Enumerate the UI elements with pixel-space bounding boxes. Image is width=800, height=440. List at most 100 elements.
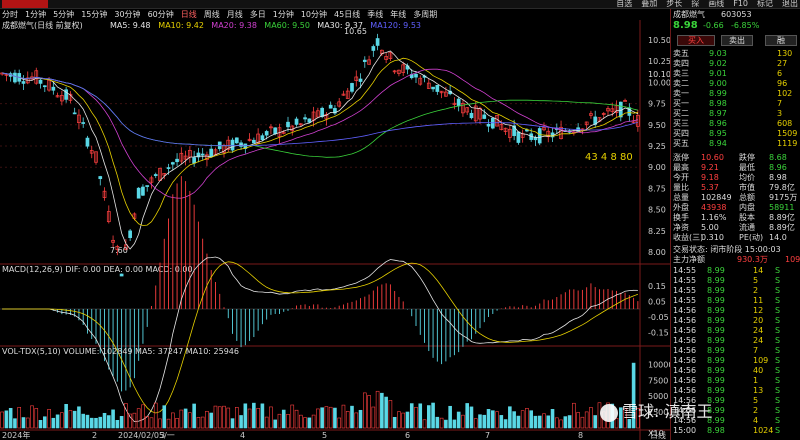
volume-bar <box>550 409 555 429</box>
candle-body <box>132 213 137 219</box>
top-menu-item[interactable]: 叠加 <box>641 0 658 8</box>
candle-body <box>247 138 252 142</box>
volume-bar <box>188 412 192 429</box>
volume-bar <box>89 417 94 429</box>
top-menu-item[interactable]: 自选 <box>616 0 633 8</box>
volume-bar <box>563 416 568 429</box>
period-tab[interactable]: 季线 <box>367 10 384 19</box>
stat-value: 9.21 <box>701 163 719 172</box>
kline-chart[interactable]: 成都燃气(日线 前复权) MA5: 9.48 MA10: 9.42 MA20: 9.3… <box>0 20 670 440</box>
volume-bar <box>38 420 43 429</box>
candle-body <box>456 98 461 107</box>
top-menu-item[interactable]: 退出 <box>782 0 798 8</box>
period-tab[interactable]: 1分钟 <box>272 10 294 19</box>
tick-price: 8.99 <box>707 356 725 365</box>
bid-volume: 1119 <box>777 139 798 148</box>
volume-bar <box>401 412 405 429</box>
volume-bar <box>444 419 448 429</box>
candle-body <box>444 91 448 97</box>
volume-bar <box>85 414 90 429</box>
period-tab[interactable]: 多周期 <box>413 10 438 19</box>
vol-tick-label: 5000 <box>648 392 668 401</box>
bid-price: 8.97 <box>709 109 727 118</box>
volume-bar <box>619 407 623 429</box>
candle-body <box>316 110 320 118</box>
period-tab[interactable]: 日线 <box>180 10 197 19</box>
candle-body <box>85 137 90 147</box>
period-tab[interactable]: 年线 <box>390 10 407 19</box>
candle-body <box>124 244 128 250</box>
macd-tick-label: -0.05 <box>648 313 669 322</box>
trade-button[interactable]: 卖出 <box>721 35 753 46</box>
candle-body <box>341 93 346 96</box>
candle-body <box>192 157 196 164</box>
bid-row: 买五 8.94 1119 <box>673 139 800 149</box>
volume-bar <box>230 418 235 429</box>
tick-time: 15:00 <box>673 426 697 435</box>
volume-bar <box>192 403 196 429</box>
period-tab[interactable]: 月线 <box>226 10 243 19</box>
candle-body <box>473 105 478 122</box>
tick-side: S <box>775 406 781 415</box>
period-tab[interactable]: 周线 <box>203 10 220 19</box>
candle-body <box>465 107 470 113</box>
bid-price: 8.98 <box>709 99 727 108</box>
bottom-tab: 日线 <box>650 430 666 440</box>
volume-bar <box>559 419 563 429</box>
volume-bar <box>235 407 239 429</box>
top-menu-item[interactable]: 标记 <box>757 0 773 8</box>
tick-price: 8.99 <box>707 366 725 375</box>
tick-time: 14:55 <box>673 276 697 285</box>
bid-volume: 3 <box>777 109 783 118</box>
price-tick-label: 9.75 <box>648 100 666 109</box>
candle-body <box>431 86 435 90</box>
candle-body <box>47 79 51 91</box>
stat-value: 10.60 <box>701 153 724 162</box>
stat-label: 净资 <box>673 223 689 232</box>
period-tab[interactable]: 多日 <box>249 10 266 19</box>
volume-bar <box>60 412 64 429</box>
period-tab[interactable]: 15分钟 <box>81 10 108 19</box>
candle-body <box>397 69 401 74</box>
candle-body <box>141 186 145 196</box>
period-tab[interactable]: 10分钟 <box>300 10 328 19</box>
tick-side: S <box>775 266 781 275</box>
volume-bar <box>358 409 363 429</box>
tick-volume: 2 <box>753 406 759 415</box>
volume-bar <box>525 408 529 429</box>
trade-button[interactable]: 融 <box>765 35 797 46</box>
candle-body <box>179 152 184 162</box>
watermark-text: 雪球: 滇南王 <box>622 402 713 421</box>
period-tab[interactable]: 30分钟 <box>114 10 141 19</box>
tick-time: 14:56 <box>673 316 697 325</box>
volume-bar <box>439 417 444 429</box>
trade-button[interactable]: 买入 <box>677 35 715 46</box>
ma-legend-item: MA5: 9.48 <box>110 21 151 30</box>
top-menu-item[interactable]: F10 <box>733 0 748 8</box>
candle-body <box>149 177 154 183</box>
volume-bar <box>303 417 307 429</box>
top-menu-item[interactable]: 步长 <box>666 0 683 8</box>
period-tab[interactable]: 5分钟 <box>53 10 75 19</box>
period-tab[interactable]: 1分钟 <box>25 10 47 19</box>
period-tab[interactable]: 分时 <box>2 10 18 19</box>
candle-body <box>13 72 17 83</box>
volume-bar <box>17 407 21 429</box>
top-menu-item[interactable]: 探 <box>691 0 700 8</box>
tick-volume: 40 <box>753 366 764 375</box>
period-tab[interactable]: 60分钟 <box>147 10 174 19</box>
stat-label: 跌停 <box>739 153 755 162</box>
candle-body <box>162 173 167 176</box>
date-tick-label: 4 <box>240 431 245 440</box>
stat-label: 最高 <box>673 163 689 172</box>
top-menu-item[interactable]: 画线 <box>708 0 725 8</box>
tick-price: 8.99 <box>707 396 725 405</box>
volume-bar <box>542 413 546 429</box>
period-tab[interactable]: 45日线 <box>334 10 361 19</box>
candle-body <box>106 211 111 223</box>
watermark-logo-icon <box>600 403 618 422</box>
tick-side: S <box>775 386 781 395</box>
candle-body <box>358 78 363 82</box>
stat-value: 8.89亿 <box>769 213 795 222</box>
volume-bar <box>209 412 213 429</box>
